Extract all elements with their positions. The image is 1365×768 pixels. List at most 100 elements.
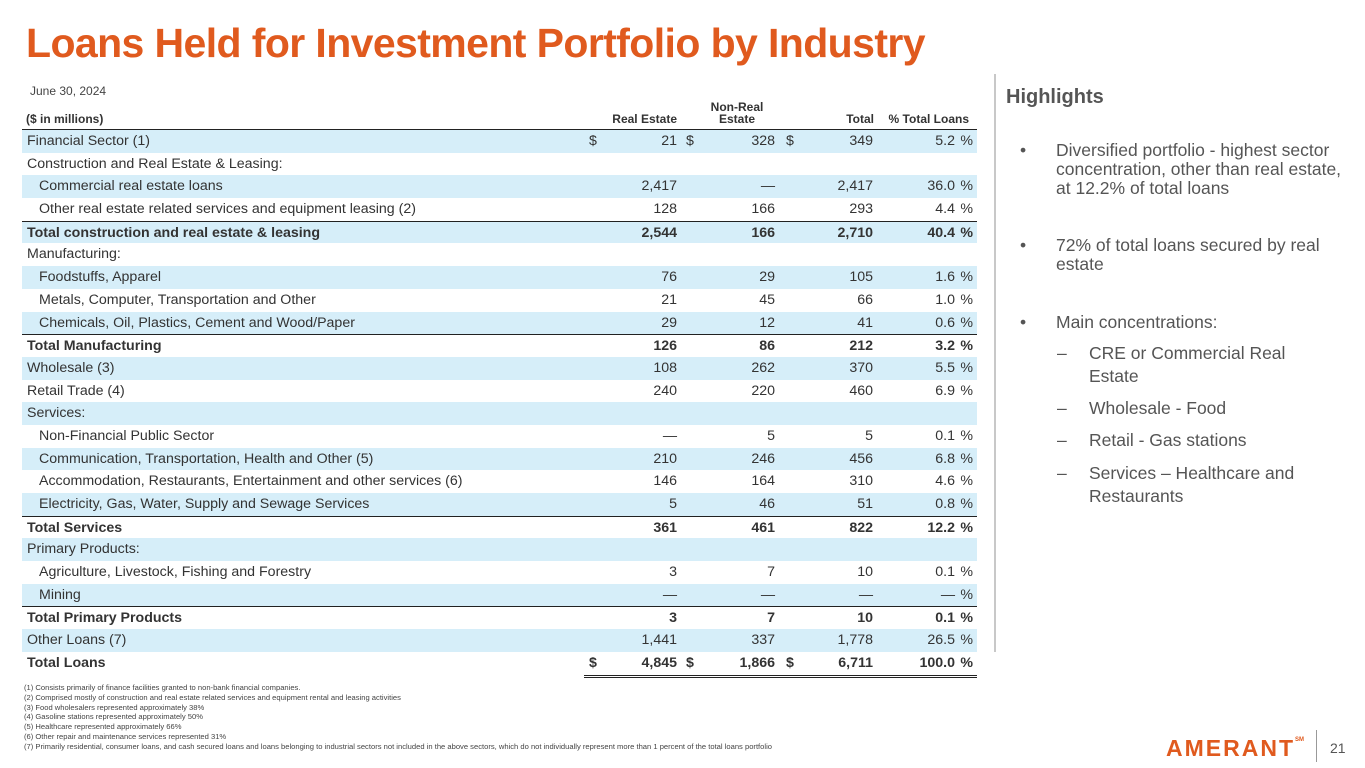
row-label: Foodstuffs, Apparel — [39, 269, 161, 286]
footer-divider — [1316, 730, 1317, 762]
pct-total-value: — — [940, 586, 955, 603]
dash-glyph: – — [1057, 463, 1067, 483]
dollar-sign: $ — [786, 133, 794, 149]
real-estate-value: 5 — [669, 496, 677, 512]
row-label: Total Services — [27, 519, 123, 536]
table-row: Retail Trade (4) 240 220 460 6.9% — [22, 380, 977, 403]
non-real-estate-value: 86 — [759, 338, 775, 355]
header-category: ($ in millions) — [26, 112, 104, 126]
pct-sign: % — [960, 496, 973, 512]
total-value: 2,417 — [837, 178, 873, 195]
footnotes: (1) Consists primarily of finance facili… — [24, 683, 772, 752]
non-real-estate-value: 7 — [767, 610, 775, 627]
bullet-dot: • — [1020, 235, 1027, 255]
table-row: Accommodation, Restaurants, Entertainmen… — [22, 470, 977, 493]
dollar-sign: $ — [686, 654, 694, 671]
total-value: 41 — [857, 314, 873, 331]
bullet-dot: • — [1020, 140, 1027, 160]
table-row: Financial Sector (1) 21 328 349 5.2% $ $ $ — [22, 130, 977, 153]
non-real-estate-value: 12 — [759, 314, 775, 331]
highlight-text: 72% of total loans secured by real estat… — [1056, 235, 1320, 274]
header-non-real-estate: Non-Real Estate — [710, 100, 764, 126]
pct-sign: % — [960, 133, 973, 149]
non-real-estate-value: — — [760, 586, 775, 603]
bullet-dot: • — [1020, 312, 1027, 332]
real-estate-value: 1,441 — [641, 632, 677, 649]
non-real-estate-value: — — [760, 178, 775, 195]
total-value: — — [858, 586, 873, 603]
total-value: 460 — [849, 382, 873, 399]
non-real-estate-value: 46 — [759, 496, 775, 512]
table-row: Total construction and real estate & lea… — [22, 220, 977, 244]
pct-sign: % — [960, 473, 973, 490]
pct-sign: % — [960, 201, 973, 218]
row-label: Total construction and real estate & lea… — [27, 224, 321, 241]
table-row: Construction and Real Estate & Leasing: — [22, 153, 977, 176]
concentration-text: CRE or Commercial Real Estate — [1089, 343, 1286, 386]
pct-total-value: 1.6 — [935, 269, 955, 286]
footnote: (7) Primarily residential, consumer loan… — [24, 741, 772, 751]
real-estate-value: 4,845 — [641, 654, 677, 671]
total-value: 293 — [849, 201, 873, 218]
table-row: Total Loans 4,845 1,866 6,711 100.0% $ $ $ — [22, 652, 977, 675]
pct-sign: % — [960, 382, 973, 399]
pct-sign: % — [960, 654, 973, 671]
non-real-estate-value: 166 — [751, 224, 775, 241]
non-real-estate-value: 164 — [751, 473, 775, 490]
non-real-estate-value: 1,866 — [739, 654, 775, 671]
dash-glyph: – — [1057, 343, 1067, 363]
header-real-estate: Real Estate — [612, 112, 677, 126]
real-estate-value: 128 — [653, 201, 677, 218]
row-label: Retail Trade (4) — [27, 382, 125, 399]
pct-total-value: 0.1 — [935, 427, 955, 444]
total-value: 5 — [865, 427, 873, 444]
row-label: Total Loans — [27, 654, 106, 671]
concentration-text: Retail - Gas stations — [1089, 430, 1247, 450]
highlights-title: Highlights — [1006, 86, 1104, 108]
total-value: 10 — [857, 610, 873, 627]
real-estate-value: 3 — [669, 610, 677, 627]
table-row: Communication, Transportation, Health an… — [22, 447, 977, 471]
table-row: Metals, Computer, Transportation and Oth… — [22, 289, 977, 312]
real-estate-value: 146 — [653, 473, 677, 490]
pct-total-value: 5.2 — [935, 133, 955, 149]
footnote: (3) Food wholesalers represented approxi… — [24, 702, 205, 712]
real-estate-value: 2,417 — [641, 178, 677, 195]
pct-total-value: 1.0 — [935, 291, 955, 308]
dash-glyph: – — [1057, 398, 1067, 418]
total-value: 66 — [857, 291, 873, 308]
pct-total-value: 12.2 — [927, 519, 955, 536]
non-real-estate-value: 461 — [751, 519, 775, 536]
real-estate-value: 21 — [661, 133, 677, 149]
concentration-text: Wholesale - Food — [1089, 398, 1227, 418]
total-value: 349 — [849, 133, 873, 149]
pct-sign: % — [960, 224, 973, 241]
logo-servicemark: SM — [1295, 737, 1304, 743]
report-date: June 30, 2024 — [30, 84, 107, 98]
amerant-logo: AMERANTSM — [1166, 735, 1304, 762]
page-title: Loans Held for Investment Portfolio by I… — [26, 20, 926, 66]
row-label: Financial Sector (1) — [27, 133, 151, 149]
table-row: Wholesale (3) 108 262 370 5.5% — [22, 356, 977, 380]
non-real-estate-value: 337 — [751, 632, 775, 649]
dollar-sign: $ — [786, 654, 794, 671]
non-real-estate-value: 220 — [751, 382, 775, 399]
non-real-estate-value: 29 — [759, 269, 775, 286]
dollar-sign: $ — [589, 654, 597, 671]
pct-sign: % — [960, 427, 973, 444]
table-row: Agriculture, Livestock, Fishing and Fore… — [22, 561, 977, 584]
table-row: Total Primary Products 3 7 10 0.1% — [22, 606, 977, 629]
total-value: 212 — [849, 338, 873, 355]
row-label: Total Primary Products — [27, 610, 183, 627]
total-value: 310 — [849, 473, 873, 490]
row-label: Electricity, Gas, Water, Supply and Sewa… — [39, 496, 370, 512]
total-double-rule-bottom — [584, 677, 977, 678]
total-value: 10 — [857, 564, 873, 581]
row-label: Communication, Transportation, Health an… — [39, 450, 374, 467]
pct-total-value: 36.0 — [927, 178, 955, 195]
pct-total-value: 3.2 — [935, 338, 955, 355]
pct-total-value: 26.5 — [927, 632, 955, 649]
non-real-estate-value: 246 — [751, 450, 775, 467]
pct-total-value: 4.4 — [935, 201, 955, 218]
row-label: Other Loans (7) — [27, 632, 127, 649]
